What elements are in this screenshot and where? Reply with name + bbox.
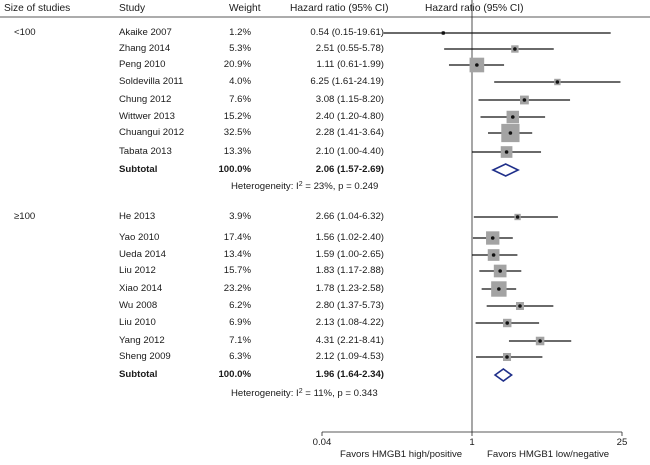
study-weight: 5.3% <box>229 43 251 54</box>
point-estimate <box>497 287 501 291</box>
study-weight: 4.0% <box>229 76 251 87</box>
study-weight: 3.9% <box>229 211 251 222</box>
study-hr-ci: 6.25 (1.61-24.19) <box>310 76 384 87</box>
study-hr-ci: 4.31 (2.21-8.41) <box>315 335 384 346</box>
point-estimate <box>441 31 446 35</box>
point-estimate <box>538 339 542 343</box>
group-label: ≥100 <box>14 211 36 222</box>
study-weight: 13.4% <box>223 249 251 260</box>
study-name: Peng 2010 <box>119 59 166 70</box>
study-weight: 23.2% <box>223 283 251 294</box>
study-hr-ci: 2.13 (1.08-4.22) <box>315 317 384 328</box>
heterogeneity-prefix: Heterogeneity: I <box>231 388 299 399</box>
heterogeneity-superscript: 2 <box>298 181 303 188</box>
heterogeneity-text: Heterogeneity: I2 = 23%, p = 0.249 <box>231 181 378 193</box>
header-study: Study <box>119 3 146 14</box>
study-hr-ci: 2.10 (1.00-4.40) <box>315 146 384 157</box>
study-weight: 32.5% <box>223 127 251 138</box>
study-name: Zhang 2014 <box>119 43 171 54</box>
study-weight: 13.3% <box>223 146 251 157</box>
point-estimate <box>515 215 520 219</box>
study-name: Sheng 2009 <box>119 351 171 362</box>
study-hr-ci: 1.11 (0.61-1.99) <box>316 59 384 70</box>
study-hr-ci: 2.80 (1.37-5.73) <box>315 300 384 311</box>
point-estimate <box>522 98 527 102</box>
study-name: Soldevilla 2011 <box>119 76 184 87</box>
heterogeneity-suffix: = 23%, p = 0.249 <box>302 181 379 192</box>
axis-label-right: Favors HMGB1 low/negative <box>487 449 610 460</box>
tick-label: 1 <box>469 437 475 448</box>
point-estimate <box>510 115 515 119</box>
heterogeneity-superscript: 2 <box>298 388 303 395</box>
study-hr-ci: 2.28 (1.41-3.64) <box>315 127 384 138</box>
point-estimate <box>505 355 509 359</box>
study-hr-ci: 3.08 (1.15-8.20) <box>315 94 384 105</box>
study-name: Xiao 2014 <box>119 283 163 294</box>
study-weight: 15.2% <box>223 111 251 122</box>
study-name: Chung 2012 <box>119 94 172 105</box>
subtotal-diamond <box>493 368 513 382</box>
study-name: Akaike 2007 <box>119 27 172 38</box>
study-weight: 6.9% <box>229 317 251 328</box>
study-hr-ci: 2.66 (1.04-6.32) <box>315 211 384 222</box>
subtotal-label: Subtotal <box>119 369 158 380</box>
point-estimate <box>498 269 502 273</box>
subtotal-diamond <box>491 163 520 177</box>
header-weight: Weight <box>229 3 261 14</box>
study-hr-ci: 1.59 (1.00-2.65) <box>315 249 384 260</box>
study-hr-ci: 1.78 (1.23-2.58) <box>315 283 384 294</box>
study-hr-ci: 1.83 (1.17-2.88) <box>315 265 384 276</box>
point-estimate <box>518 304 522 308</box>
study-name: Wittwer 2013 <box>119 111 175 122</box>
heterogeneity-text: Heterogeneity: I2 = 11%, p = 0.343 <box>231 388 378 400</box>
point-estimate <box>513 47 517 51</box>
study-name: Ueda 2014 <box>119 249 166 260</box>
study-hr-ci: 2.12 (1.09-4.53) <box>315 351 384 362</box>
heterogeneity-suffix: = 11%, p = 0.343 <box>302 388 378 399</box>
header-hr-ci: Hazard ratio (95% CI) <box>290 3 389 14</box>
study-weight: 1.2% <box>229 27 251 38</box>
axis-label-left: Favors HMGB1 high/positive <box>340 449 463 460</box>
study-weight: 17.4% <box>223 232 251 243</box>
study-name: Tabata 2013 <box>119 146 172 157</box>
study-weight: 6.2% <box>229 300 251 311</box>
point-estimate <box>491 253 496 257</box>
header-size: Size of studies <box>4 3 71 14</box>
study-weight: 7.6% <box>229 94 251 105</box>
study-weight: 20.9% <box>223 59 251 70</box>
tick-label: 25 <box>616 437 628 448</box>
subtotal-weight: 100.0% <box>218 369 251 380</box>
study-name: Chuangui 2012 <box>119 127 185 138</box>
subtotal-weight: 100.0% <box>218 164 251 175</box>
point-estimate <box>505 321 510 325</box>
study-hr-ci: 2.51 (0.55-5.78) <box>315 43 384 54</box>
study-name: Liu 2012 <box>119 265 156 276</box>
study-hr-ci: 1.56 (1.02-2.40) <box>315 232 384 243</box>
point-estimate <box>508 131 513 135</box>
study-hr-ci: 0.54 (0.15-19.61) <box>310 27 384 38</box>
point-estimate <box>555 80 560 84</box>
study-name: Wu 2008 <box>119 300 158 311</box>
group-label: <100 <box>14 27 36 38</box>
tick-label: 0.04 <box>312 437 332 448</box>
study-weight: 6.3% <box>229 351 251 362</box>
subtotal-hr-ci: 1.96 (1.64-2.34) <box>315 369 384 380</box>
heterogeneity-prefix: Heterogeneity: I <box>231 181 299 192</box>
study-name: Yao 2010 <box>119 232 160 243</box>
point-estimate <box>475 63 479 67</box>
point-estimate <box>504 150 509 154</box>
study-hr-ci: 2.40 (1.20-4.80) <box>315 111 384 122</box>
header-plot-title: Hazard ratio (95% CI) <box>425 3 524 14</box>
study-name: Yang 2012 <box>119 335 165 346</box>
study-weight: 15.7% <box>223 265 251 276</box>
subtotal-label: Subtotal <box>119 164 158 175</box>
study-name: He 2013 <box>119 211 156 222</box>
point-estimate <box>490 236 495 240</box>
study-weight: 7.1% <box>229 335 251 346</box>
subtotal-hr-ci: 2.06 (1.57-2.69) <box>315 164 384 175</box>
study-name: Liu 2010 <box>119 317 156 328</box>
